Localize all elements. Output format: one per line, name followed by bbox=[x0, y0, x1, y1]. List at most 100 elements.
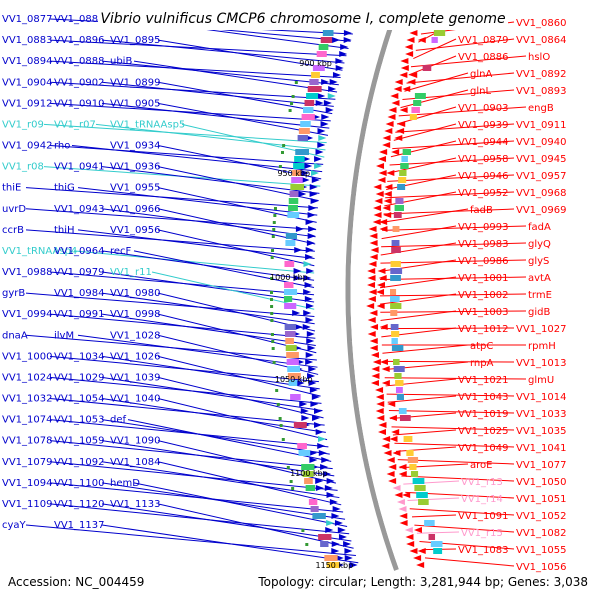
gene-label-vv1_1094[interactable]: VV1_1094 bbox=[2, 478, 53, 489]
gene-label-rpmh[interactable]: rpmH bbox=[528, 341, 556, 352]
gene-label-vv1_0903[interactable]: VV1_0903 bbox=[458, 103, 509, 114]
gene-label-vv1_0934[interactable]: VV1_0934 bbox=[110, 141, 161, 152]
gene-label-hslo[interactable]: hslO bbox=[528, 52, 550, 63]
gene-label-aroe[interactable]: aroE bbox=[470, 460, 492, 471]
gene-label-vv1_0894[interactable]: VV1_0894 bbox=[2, 56, 53, 67]
gene-label-vv1_1054[interactable]: VV1_1054 bbox=[54, 394, 105, 405]
gene-label-vv1_0904[interactable]: VV1_0904 bbox=[2, 77, 53, 88]
gene-label-vv1_1002[interactable]: VV1_1002 bbox=[458, 290, 509, 301]
gene-label-vv1_0940[interactable]: VV1_0940 bbox=[516, 137, 567, 148]
gene-label-vv1_1083[interactable]: VV1_1083 bbox=[458, 545, 509, 556]
gene-label-vv1_0952[interactable]: VV1_0952 bbox=[458, 188, 509, 199]
gene-label-fadb[interactable]: fadB bbox=[470, 205, 493, 216]
gene-label-glyq[interactable]: glyQ bbox=[528, 239, 551, 250]
gene-label-vv1_1040[interactable]: VV1_1040 bbox=[110, 394, 161, 405]
gene-label-vv1_1056[interactable]: VV1_1056 bbox=[516, 562, 567, 573]
gene-label-vv1_0991[interactable]: VV1_0991 bbox=[54, 309, 105, 320]
gene-label-vv1_1137[interactable]: VV1_1137 bbox=[54, 520, 105, 531]
gene-label-glys[interactable]: glyS bbox=[528, 256, 549, 267]
gene-label-vv1_1033[interactable]: VV1_1033 bbox=[516, 409, 567, 420]
gene-label-vv1_0939[interactable]: VV1_0939 bbox=[458, 120, 509, 131]
gene-label-vv1_0986[interactable]: VV1_0986 bbox=[458, 256, 509, 267]
gene-label-atpc[interactable]: atpC bbox=[470, 341, 493, 352]
gene-label-vv1_0887[interactable]: VV1_0887 bbox=[54, 14, 105, 25]
gene-label-vv1_1090[interactable]: VV1_1090 bbox=[110, 436, 161, 447]
gene-label-vv1_0936[interactable]: VV1_0936 bbox=[110, 162, 161, 173]
gene-label-vv1_1025[interactable]: VV1_1025 bbox=[458, 426, 509, 437]
gene-label-uvrd[interactable]: uvrD bbox=[2, 204, 26, 215]
gene-label-vv1_0888[interactable]: VV1_0888 bbox=[54, 56, 105, 67]
gene-label-vv1_1034[interactable]: VV1_1034 bbox=[54, 351, 105, 362]
gene-label-vv1_r11[interactable]: VV1_r11 bbox=[110, 267, 152, 278]
gene-label-ubib[interactable]: ubiB bbox=[110, 56, 132, 67]
gene-label-thie[interactable]: thiE bbox=[2, 183, 21, 194]
gene-label-vv1_0905[interactable]: VV1_0905 bbox=[110, 98, 161, 109]
gene-label-vv1_1013[interactable]: VV1_1013 bbox=[516, 358, 567, 369]
gene-label-vv1_1084[interactable]: VV1_1084 bbox=[110, 457, 161, 468]
gene-label-vv1_0956[interactable]: VV1_0956 bbox=[110, 225, 161, 236]
gene-label-vv1_0958[interactable]: VV1_0958 bbox=[458, 154, 509, 165]
gene-label-vv1_1021[interactable]: VV1_1021 bbox=[458, 375, 509, 386]
gene-label-vv1_1001[interactable]: VV1_1001 bbox=[458, 273, 509, 284]
gene-label-vv1_1027[interactable]: VV1_1027 bbox=[516, 324, 567, 335]
gene-label-vv1_0910[interactable]: VV1_0910 bbox=[54, 98, 105, 109]
gene-label-vv1_0941[interactable]: VV1_0941 bbox=[54, 162, 105, 173]
gene-label-vv1_1035[interactable]: VV1_1035 bbox=[516, 426, 567, 437]
gene-label-vv1_1120[interactable]: VV1_1120 bbox=[54, 499, 105, 510]
gene-label-vv1_0946[interactable]: VV1_0946 bbox=[458, 171, 509, 182]
gene-label-vv1_0966[interactable]: VV1_0966 bbox=[110, 204, 161, 215]
gene-label-vv1_0979[interactable]: VV1_0979 bbox=[54, 267, 105, 278]
gene-label-thig[interactable]: thiG bbox=[54, 183, 75, 194]
gene-label-vv1_0879[interactable]: VV1_0879 bbox=[458, 35, 509, 46]
gene-label-vv1_1079[interactable]: VV1_1079 bbox=[2, 457, 53, 468]
gene-label-engb[interactable]: engB bbox=[528, 103, 554, 114]
gene-label-vv1_1077[interactable]: VV1_1077 bbox=[516, 460, 567, 471]
gene-label-vv1_1109[interactable]: VV1_1109 bbox=[2, 499, 53, 510]
gene-label-vv1_0895[interactable]: VV1_0895 bbox=[110, 35, 161, 46]
gene-label-vv1_1092[interactable]: VV1_1092 bbox=[54, 457, 105, 468]
gene-label-vv1_0896[interactable]: VV1_0896 bbox=[54, 35, 105, 46]
gene-label-glnl[interactable]: glnL bbox=[470, 86, 491, 97]
gene-label-vv1_1082[interactable]: VV1_1082 bbox=[516, 528, 567, 539]
gene-label-ccrb[interactable]: ccrB bbox=[2, 225, 24, 236]
gene-label-vv1_1039[interactable]: VV1_1039 bbox=[110, 372, 161, 383]
gene-label-glna[interactable]: glnA bbox=[470, 69, 492, 80]
gene-label-vv1_0998[interactable]: VV1_0998 bbox=[110, 309, 161, 320]
gene-label-vv1_1055[interactable]: VV1_1055 bbox=[516, 545, 567, 556]
gene-label-vv1_1074[interactable]: VV1_1074 bbox=[2, 415, 53, 426]
gene-label-vv1_0911[interactable]: VV1_0911 bbox=[516, 120, 567, 131]
gene-label-vv1_0892[interactable]: VV1_0892 bbox=[516, 69, 567, 80]
gene-label-vv1_0902[interactable]: VV1_0902 bbox=[54, 77, 105, 88]
gene-label-vv1_0877[interactable]: VV1_0877 bbox=[2, 14, 53, 25]
gene-label-vv1_0864[interactable]: VV1_0864 bbox=[516, 35, 567, 46]
gene-label-vv1_1051[interactable]: VV1_1051 bbox=[516, 494, 567, 505]
gene-label-vv1_0993[interactable]: VV1_0993 bbox=[458, 222, 509, 233]
gene-label-vv1_r13[interactable]: VV1_r13 bbox=[461, 477, 503, 488]
gene-label-recf[interactable]: recF bbox=[110, 246, 132, 257]
gene-label-vv1_1049[interactable]: VV1_1049 bbox=[458, 443, 509, 454]
gene-label-vv1_0899[interactable]: VV1_0899 bbox=[110, 77, 161, 88]
gene-label-vv1_1053[interactable]: VV1_1053 bbox=[54, 415, 105, 426]
gene-label-fada[interactable]: fadA bbox=[528, 222, 551, 233]
gene-label-thih[interactable]: thiH bbox=[54, 225, 75, 236]
gene-label-vv1_0860[interactable]: VV1_0860 bbox=[516, 18, 567, 29]
gene-label-vv1_1000[interactable]: VV1_1000 bbox=[2, 351, 53, 362]
gene-label-vv1_0964[interactable]: VV1_0964 bbox=[54, 246, 105, 257]
gene-label-vv1_0968[interactable]: VV1_0968 bbox=[516, 188, 567, 199]
gene-label-glmu[interactable]: glmU bbox=[528, 375, 554, 386]
gene-label-vv1_0955[interactable]: VV1_0955 bbox=[110, 183, 161, 194]
gene-label-trme[interactable]: trmE bbox=[528, 290, 552, 301]
gene-label-vv1_1078[interactable]: VV1_1078 bbox=[2, 436, 53, 447]
gene-label-vv1_0893[interactable]: VV1_0893 bbox=[516, 86, 567, 97]
gene-label-gidb[interactable]: gidB bbox=[528, 307, 550, 318]
gene-label-vv1_r08[interactable]: VV1_r08 bbox=[2, 162, 44, 173]
gene-label-vv1_1100[interactable]: VV1_1100 bbox=[54, 478, 105, 489]
gene-label-vv1_r14[interactable]: VV1_r14 bbox=[461, 494, 503, 505]
gene-label-vv1_1019[interactable]: VV1_1019 bbox=[458, 409, 509, 420]
gene-label-vv1_trnaasp4[interactable]: VV1_tRNAAsp4 bbox=[2, 246, 77, 257]
gene-label-vv1_r15[interactable]: VV1_r15 bbox=[461, 528, 503, 539]
gene-label-vv1_1059[interactable]: VV1_1059 bbox=[54, 436, 105, 447]
gene-label-vv1_0980[interactable]: VV1_0980 bbox=[110, 288, 161, 299]
gene-label-vv1_1003[interactable]: VV1_1003 bbox=[458, 307, 509, 318]
gene-label-vv1_0912[interactable]: VV1_0912 bbox=[2, 98, 53, 109]
